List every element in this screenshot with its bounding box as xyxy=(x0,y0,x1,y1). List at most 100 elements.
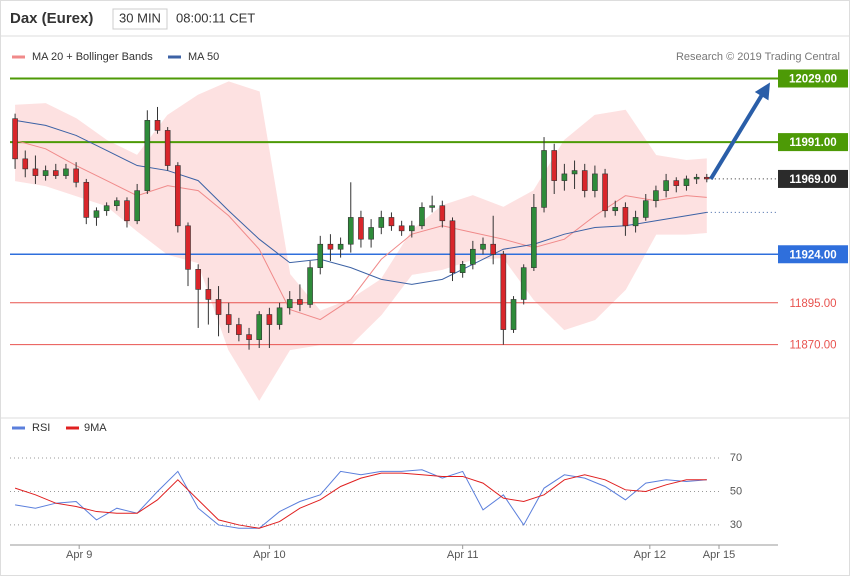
candle-body xyxy=(622,207,629,227)
candle-body xyxy=(612,207,619,212)
candle-body xyxy=(561,173,568,181)
x-tick-label: Apr 10 xyxy=(253,549,285,561)
level-box xyxy=(778,169,848,188)
level-box xyxy=(778,69,848,88)
candle-body xyxy=(63,168,69,176)
candle-body xyxy=(22,158,29,170)
level-label: 12029.00 xyxy=(789,74,837,86)
x-tick-label: Apr 9 xyxy=(66,549,92,561)
candle-body xyxy=(490,243,496,255)
candle-body xyxy=(510,299,517,330)
candle-body xyxy=(409,225,415,232)
candle-body xyxy=(429,205,435,208)
candle-body xyxy=(93,210,100,218)
candle-body xyxy=(449,220,456,273)
candle-body xyxy=(297,299,303,305)
x-tick-label: Apr 12 xyxy=(634,549,666,561)
candle-body xyxy=(663,180,669,191)
chart-title: Dax (Eurex) xyxy=(10,10,93,27)
candle-body xyxy=(246,334,252,340)
candle-body xyxy=(703,176,710,180)
credit: Research © 2019 Trading Central xyxy=(676,51,840,63)
candle-body xyxy=(114,200,120,207)
bollinger-lower xyxy=(15,180,707,401)
candle-body xyxy=(144,120,151,191)
bollinger-fill xyxy=(15,81,707,400)
candle-body xyxy=(531,207,537,268)
candle-body xyxy=(256,314,263,340)
candle-body xyxy=(337,243,344,250)
timeframe: 30 MIN xyxy=(119,10,161,25)
candle-body xyxy=(439,205,446,222)
level-box xyxy=(778,245,848,264)
legend-label: MA 20 + Bollinger Bands xyxy=(32,51,153,63)
candle-body xyxy=(32,168,39,176)
candle-body xyxy=(347,217,354,245)
ma-line xyxy=(15,119,707,285)
candle-body xyxy=(571,170,578,175)
candle-body xyxy=(225,314,232,325)
candle-body xyxy=(459,264,466,273)
candle-body xyxy=(653,190,659,201)
y-tick-label: 70 xyxy=(730,452,742,464)
candle-body xyxy=(480,243,486,250)
candle-body xyxy=(673,180,680,186)
level-label: 11895.00 xyxy=(789,298,836,310)
candle-body xyxy=(602,173,608,212)
candle-body xyxy=(205,289,212,300)
forecast-arrowhead xyxy=(754,82,770,101)
rsi-line xyxy=(14,472,707,529)
candle-body xyxy=(470,248,476,265)
candle-body xyxy=(683,178,690,186)
timeframe-box xyxy=(112,8,168,30)
candle-body xyxy=(378,217,385,228)
forecast-arrow xyxy=(709,90,766,180)
candle-body xyxy=(266,314,273,325)
candle-body xyxy=(185,225,191,270)
candle-body xyxy=(124,200,130,222)
candle-body xyxy=(551,150,558,181)
candle-body xyxy=(632,217,639,227)
candle-body xyxy=(12,118,18,160)
candle-body xyxy=(541,150,547,208)
candle-body xyxy=(73,168,79,183)
legend-label: 9MA xyxy=(84,422,107,434)
candle-body xyxy=(398,225,405,232)
candle-body xyxy=(103,205,110,212)
ma-line xyxy=(14,139,707,321)
level-label: 11991.00 xyxy=(789,137,836,149)
candle-body xyxy=(307,267,313,305)
candle-body xyxy=(592,173,598,191)
candle-body xyxy=(154,120,161,131)
candle-body xyxy=(236,324,242,335)
candle-body xyxy=(388,217,395,227)
candle-body xyxy=(317,243,324,268)
legend-label: MA 50 xyxy=(188,51,219,63)
bollinger-upper xyxy=(15,81,707,312)
candle-body xyxy=(83,181,90,218)
candle-body xyxy=(327,243,334,250)
level-label: 11924.00 xyxy=(789,249,836,261)
level-label: 11969.00 xyxy=(789,174,836,186)
candle-body xyxy=(581,170,588,191)
candle-body xyxy=(500,253,507,330)
rsi-line xyxy=(15,469,707,529)
candle-body xyxy=(358,217,364,240)
x-tick-label: Apr 11 xyxy=(447,549,479,561)
candle-body xyxy=(175,165,181,227)
x-tick-label: Apr 15 xyxy=(703,549,735,561)
legend-label: RSI xyxy=(32,422,50,434)
candle-body xyxy=(52,170,59,176)
y-tick-label: 30 xyxy=(730,519,742,531)
candle-body xyxy=(42,170,49,176)
candle-body xyxy=(520,267,527,300)
y-tick-label: 50 xyxy=(730,485,742,497)
candle-body xyxy=(693,176,700,180)
candle-body xyxy=(134,190,140,222)
candle-body xyxy=(368,227,374,240)
candle-body xyxy=(419,207,425,227)
time: 08:00:11 CET xyxy=(176,10,255,25)
level-label: 11870.00 xyxy=(789,340,836,352)
